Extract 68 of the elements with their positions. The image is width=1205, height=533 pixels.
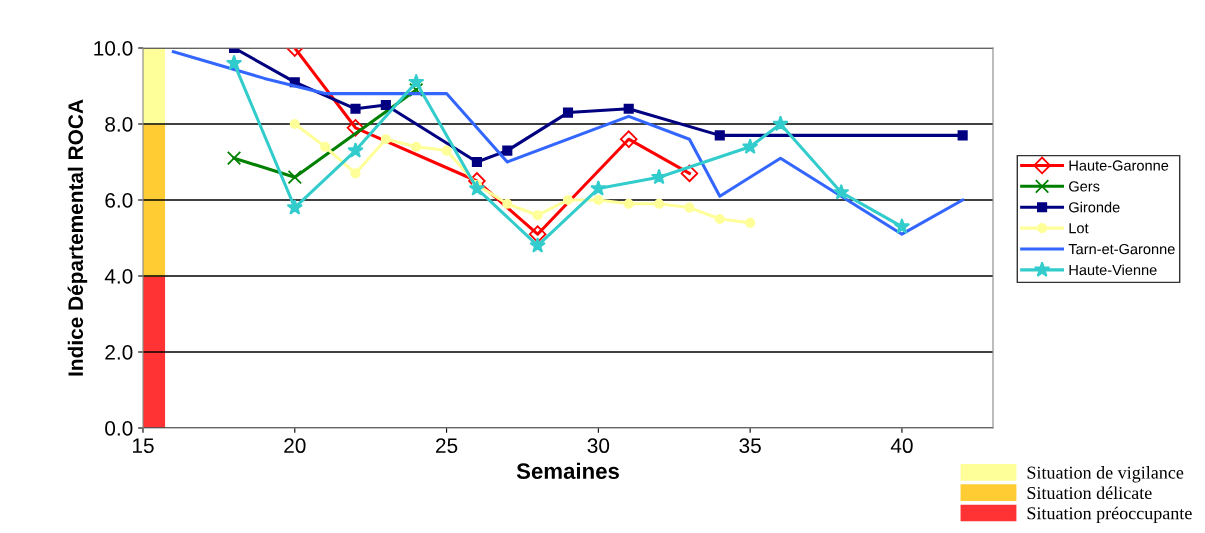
legend-label: Haute-Vienne [1069,264,1157,276]
point [532,210,543,221]
y-tick-label: 8.0 [105,117,133,132]
bar [143,123,166,277]
point [225,54,243,71]
y-tick-label: 2.0 [105,345,133,360]
point [590,180,607,196]
point [408,73,425,90]
x-tick-label: 35 [739,438,761,454]
point [593,194,604,206]
point [502,198,513,209]
legend-label: Situation préoccupante [1027,506,1192,524]
line-series [171,50,965,236]
y-axis-title: Indice Départemental ROCA [67,99,88,376]
point [562,107,574,118]
legend-label: Gironde [1069,201,1120,213]
point [714,130,725,141]
point [502,145,513,156]
x-tick-label: 40 [890,438,913,454]
point [650,168,668,185]
y-tick-label: 4.0 [104,269,133,284]
point [893,218,911,234]
point [287,170,302,185]
point [350,103,361,114]
point [684,202,695,213]
point [623,103,634,114]
point [468,180,486,196]
point [380,99,391,111]
point [320,141,331,152]
bar [143,48,166,125]
y-tick-label: 0.0 [105,421,133,436]
point [347,142,364,158]
point [833,183,850,200]
point [714,213,725,225]
x-axis-title: Semaines [516,462,619,480]
point [623,198,634,209]
legend-label: Gers [1069,181,1100,192]
legend-label: Tarn-et-Garonne [1068,243,1175,255]
point [350,168,361,179]
point [289,118,300,130]
y-tick-label: 10.0 [94,41,133,56]
bar [143,275,166,428]
x-tick-label: 20 [284,438,306,454]
point [226,151,242,166]
legend-label: Haute-Garonne [1069,160,1169,171]
x-tick-label: 30 [587,438,610,454]
point [380,134,391,145]
legend-label: Situation délicate [1027,486,1152,500]
y-tick-label: 6.0 [105,193,133,208]
point [562,194,574,206]
point [411,141,422,152]
legend-label: Situation de vigilance [1027,466,1184,483]
x-tick-label: 15 [133,438,154,454]
point [529,237,546,253]
point [286,199,303,215]
point [741,138,759,154]
point [619,130,638,148]
point [653,198,665,209]
point [680,164,699,183]
point [772,115,789,132]
point [471,156,483,168]
point [441,145,452,156]
point [957,130,968,141]
x-tick-label: 25 [436,438,458,454]
point [528,225,547,243]
point [745,217,756,228]
legend-label: Lot [1069,223,1089,234]
point [346,119,365,137]
